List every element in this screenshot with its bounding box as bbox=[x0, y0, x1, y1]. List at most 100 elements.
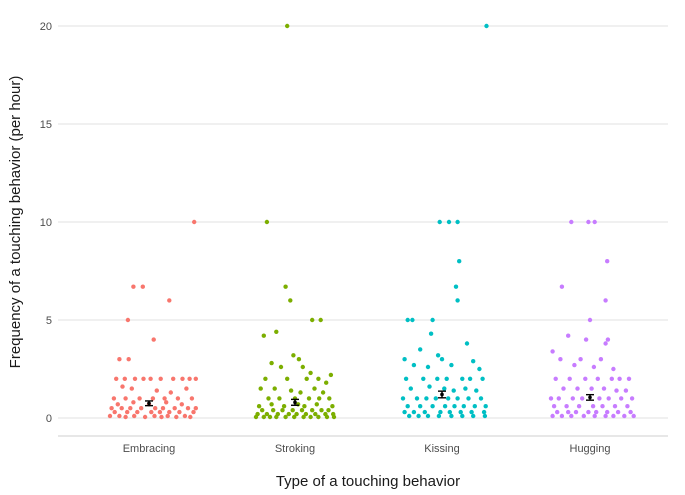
data-point bbox=[117, 357, 122, 362]
data-point bbox=[168, 390, 173, 395]
data-point bbox=[597, 396, 602, 401]
data-point bbox=[193, 406, 198, 411]
data-point bbox=[478, 396, 484, 401]
data-point bbox=[402, 409, 407, 415]
data-point bbox=[418, 404, 423, 409]
data-point bbox=[449, 362, 454, 368]
data-point bbox=[446, 396, 451, 401]
data-point bbox=[569, 219, 574, 225]
y-tick-label: 15 bbox=[40, 119, 52, 131]
data-point bbox=[320, 390, 326, 395]
data-point bbox=[436, 413, 442, 419]
data-point bbox=[253, 414, 259, 420]
y-tick-label: 5 bbox=[46, 315, 52, 327]
data-point bbox=[261, 414, 266, 420]
data-point bbox=[261, 333, 266, 338]
data-point bbox=[477, 366, 482, 372]
data-point bbox=[598, 357, 604, 362]
data-point bbox=[561, 386, 566, 391]
data-point bbox=[601, 386, 607, 391]
data-point bbox=[330, 404, 335, 409]
data-point bbox=[615, 409, 621, 415]
data-point bbox=[122, 376, 128, 381]
data-point bbox=[548, 396, 554, 401]
data-point bbox=[256, 404, 262, 409]
data-point bbox=[594, 409, 599, 415]
data-point bbox=[283, 414, 288, 420]
data-point bbox=[461, 404, 466, 409]
data-point bbox=[114, 376, 119, 381]
data-point bbox=[591, 364, 597, 370]
data-point bbox=[277, 396, 282, 401]
data-point bbox=[603, 298, 608, 303]
data-point bbox=[300, 364, 305, 370]
data-point bbox=[175, 396, 181, 401]
data-point bbox=[171, 376, 176, 381]
data-point bbox=[264, 219, 270, 225]
data-point bbox=[172, 406, 177, 411]
data-point bbox=[164, 400, 169, 405]
data-point bbox=[313, 411, 318, 417]
data-point bbox=[167, 298, 172, 303]
data-point bbox=[482, 413, 488, 419]
data-point bbox=[422, 409, 427, 415]
data-point bbox=[188, 414, 193, 420]
data-point bbox=[559, 413, 565, 419]
data-point bbox=[264, 411, 270, 417]
data-point bbox=[403, 376, 409, 381]
data-point bbox=[267, 414, 273, 420]
data-point bbox=[428, 331, 434, 336]
y-tick-label: 20 bbox=[40, 21, 52, 33]
data-point bbox=[160, 406, 166, 411]
data-point bbox=[452, 404, 457, 409]
data-point bbox=[455, 396, 460, 401]
data-point bbox=[455, 219, 460, 225]
data-point bbox=[592, 413, 597, 419]
data-point bbox=[271, 408, 276, 413]
data-point bbox=[149, 409, 154, 415]
data-point bbox=[480, 376, 485, 381]
data-point bbox=[123, 414, 128, 420]
mean-point bbox=[293, 400, 297, 405]
y-tick-label: 0 bbox=[46, 413, 52, 425]
x-tick-label: Embracing bbox=[123, 443, 176, 455]
data-point bbox=[623, 388, 629, 393]
data-point bbox=[126, 357, 131, 362]
data-point bbox=[439, 357, 445, 362]
data-point bbox=[558, 357, 563, 362]
data-point bbox=[581, 413, 586, 419]
data-point bbox=[187, 376, 192, 381]
data-point bbox=[484, 23, 489, 29]
data-point bbox=[457, 259, 462, 264]
data-point bbox=[442, 404, 448, 409]
data-point bbox=[622, 413, 627, 419]
data-point bbox=[573, 409, 579, 415]
data-point bbox=[269, 402, 274, 407]
data-point bbox=[111, 396, 117, 401]
data-point bbox=[301, 414, 306, 420]
data-point bbox=[131, 284, 136, 289]
data-point bbox=[274, 414, 279, 420]
data-point bbox=[278, 364, 284, 370]
data-point bbox=[192, 219, 197, 225]
data-point bbox=[180, 376, 185, 381]
data-point bbox=[424, 396, 429, 401]
data-point bbox=[469, 409, 474, 415]
data-point bbox=[427, 384, 432, 389]
data-point bbox=[600, 404, 605, 409]
data-point bbox=[481, 409, 487, 415]
data-point bbox=[467, 376, 473, 381]
data-point bbox=[158, 376, 163, 381]
data-point bbox=[612, 404, 618, 409]
data-point bbox=[151, 337, 156, 342]
data-point bbox=[302, 404, 307, 409]
data-point bbox=[438, 409, 443, 415]
data-point bbox=[414, 396, 420, 401]
data-point bbox=[606, 396, 611, 401]
data-point bbox=[405, 317, 410, 323]
data-point bbox=[298, 390, 303, 395]
data-point bbox=[605, 259, 610, 264]
data-point bbox=[559, 284, 565, 289]
data-point bbox=[629, 396, 635, 401]
data-point bbox=[453, 284, 459, 289]
